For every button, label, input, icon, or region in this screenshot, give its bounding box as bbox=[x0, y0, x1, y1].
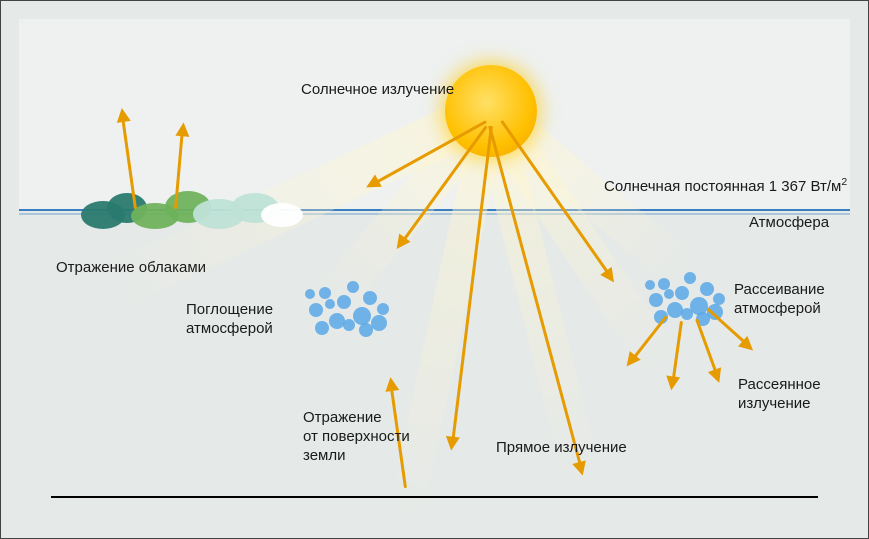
label-surface-reflection: Отражение от поверхности земли bbox=[303, 409, 410, 465]
label-solar-radiation: Солнечное излучение bbox=[301, 81, 454, 100]
label-solar-constant-sup: 2 bbox=[841, 176, 847, 188]
particle-cluster-absorption bbox=[301, 273, 391, 335]
label-scattering-atm: Рассеивание атмосферой bbox=[734, 281, 825, 319]
label-atmosphere: Атмосфера bbox=[749, 214, 829, 233]
solar-radiation-diagram: Солнечное излучение Солнечная постоянная… bbox=[0, 0, 869, 539]
cloud-blob bbox=[261, 203, 303, 227]
label-solar-constant-text: Солнечная постоянная 1 367 Вт/м bbox=[604, 178, 841, 195]
label-absorption: Поглощение атмосферой bbox=[186, 301, 273, 339]
label-scattered-rad: Рассеянное излучение bbox=[738, 376, 821, 414]
sun-icon bbox=[445, 65, 537, 157]
label-direct-radiation: Прямое излучение bbox=[496, 439, 627, 458]
label-cloud-reflection: Отражение облаками bbox=[56, 259, 206, 278]
ground-line bbox=[51, 496, 818, 498]
label-solar-constant: Солнечная постоянная 1 367 Вт/м2 bbox=[604, 176, 847, 197]
